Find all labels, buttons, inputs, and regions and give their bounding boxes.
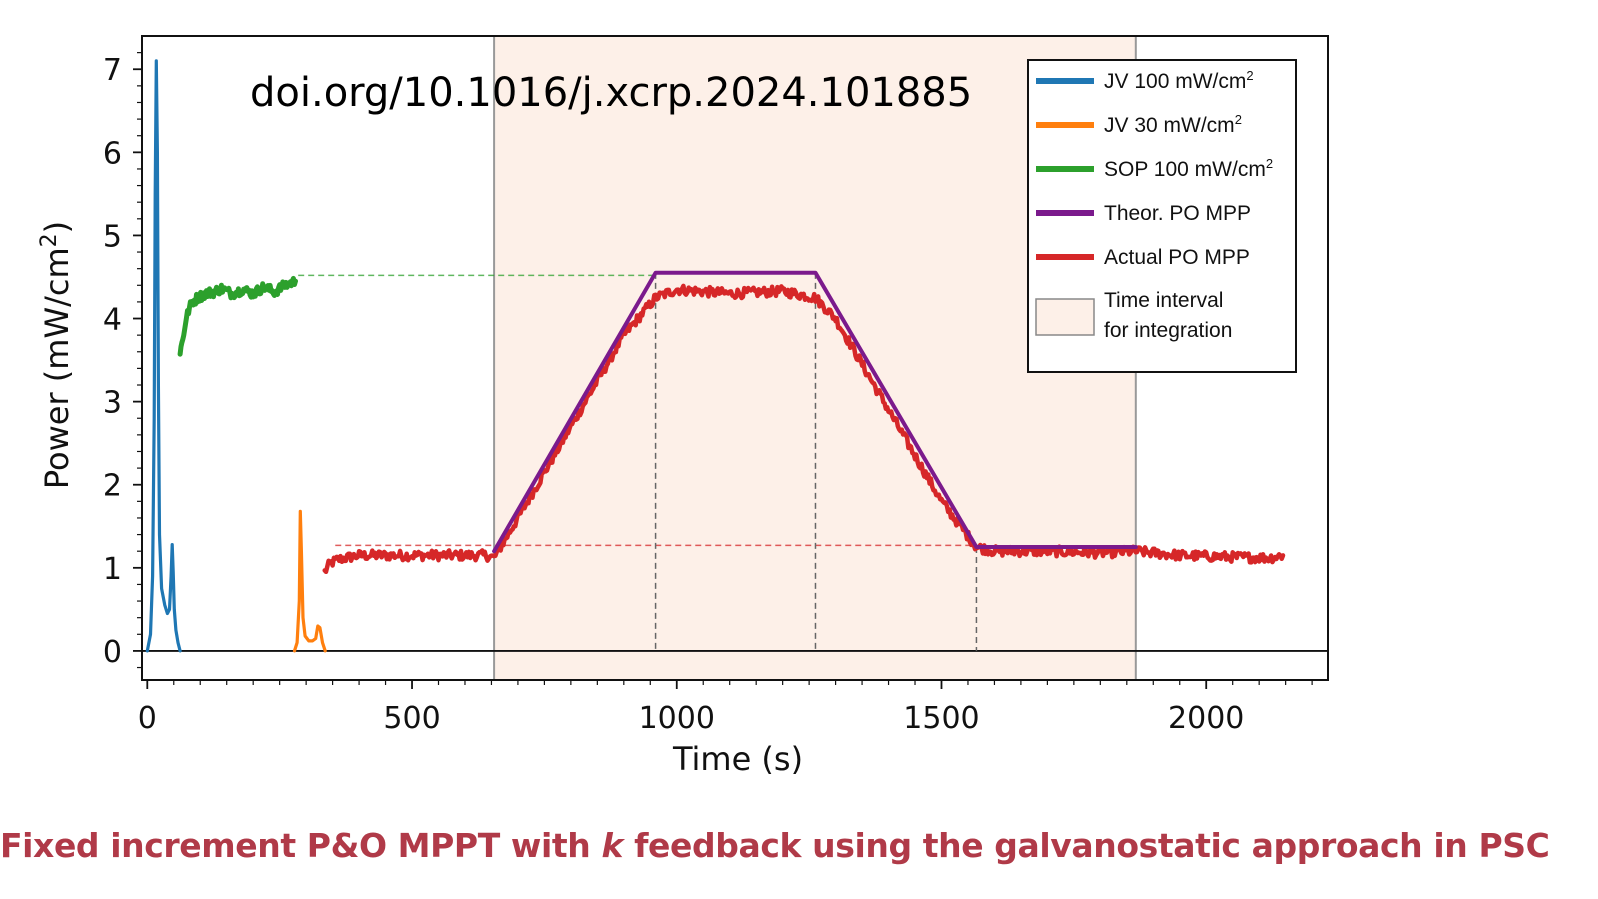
legend-label-interval-line1: Time interval [1104,289,1223,312]
series-line-jv-30-mw-cm [292,509,327,653]
y-tick-label-6: 6 [103,136,122,171]
legend-swatch-interval [1035,298,1095,336]
y-tick-label-5: 5 [103,219,122,254]
legend-label-2: SOP 100 mW/cm2 [1104,156,1273,181]
plot-frame [141,35,1329,681]
y-tick-label-7: 7 [103,53,122,88]
reference-lines [142,272,1328,652]
y-tick-label-1: 1 [103,552,122,587]
legend-label-interval-line2: for integration [1104,319,1232,342]
caption-text-start: Fixed increment P&O MPPT with [0,826,602,865]
power-time-chart: 0 500 1000 1500 2000 0 1 2 3 4 5 6 7 doi.org/10.1016… [37,35,1329,778]
axes: 0 500 1000 1500 2000 0 1 2 3 4 5 6 7 [103,35,1329,736]
series-lines [145,59,1286,653]
caption-text-end: feedback using the galvanostatic approac… [623,826,1550,865]
legend-label-3: Theor. PO MPP [1104,202,1251,225]
figure-caption: Fixed increment P&O MPPT with k feedback… [0,826,1598,886]
x-tick-label-1000: 1000 [639,701,715,736]
series-line-sop-100-mw-cm [177,275,298,357]
legend: JV 100 mW/cm2 JV 30 mW/cm2 SOP 100 mW/cm2 T… [1027,59,1297,373]
doi-annotation: doi.org/10.1016/j.xcrp.2024.101885 [250,70,972,116]
x-tick-label-1500: 1500 [903,701,979,736]
legend-label-1: JV 30 mW/cm2 [1104,112,1242,137]
series-line-actual-po-mpp [322,283,1286,575]
x-tick-label-0: 0 [138,701,157,736]
legend-label-0: JV 100 mW/cm2 [1104,68,1254,93]
y-tick-label-0: 0 [103,635,122,670]
series-line-jv-100-mw-cm [145,59,182,653]
legend-label-4: Actual PO MPP [1104,246,1250,269]
y-tick-label-4: 4 [103,303,122,338]
y-axis-label: Power (mW/cm2) [37,221,76,489]
y-tick-label-2: 2 [103,469,122,504]
y-tick-label-3: 3 [103,386,122,421]
x-axis-label: Time (s) [672,740,803,778]
x-tick-label-2000: 2000 [1168,701,1244,736]
series-line-theor-po-mpp [492,270,1138,554]
caption-k-italic: k [601,826,623,865]
x-tick-label-500: 500 [383,701,440,736]
